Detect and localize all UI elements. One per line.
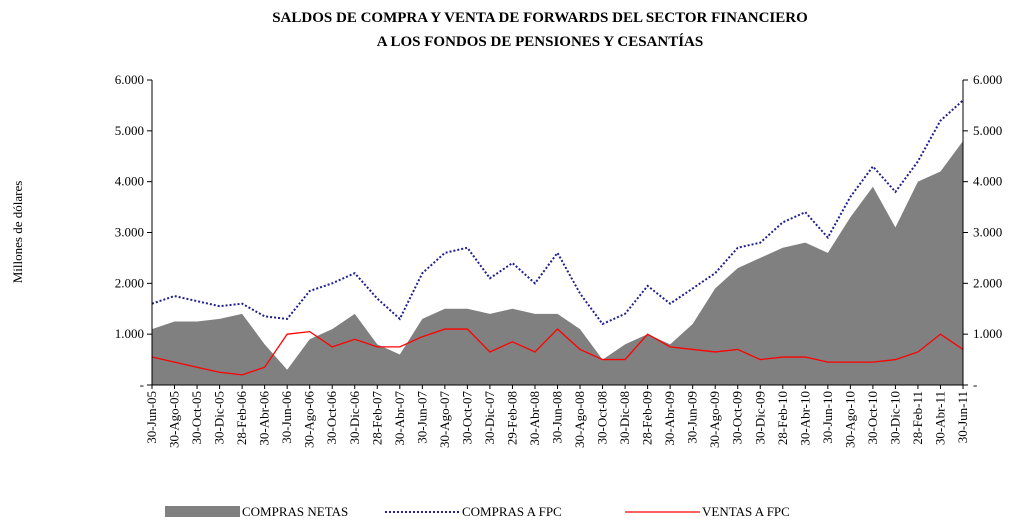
x-tick-label: 30-Abr-08 bbox=[527, 391, 542, 446]
line bbox=[151, 328, 964, 376]
y-tick-label: 3.000 bbox=[115, 225, 144, 240]
x-tick-label: 28-Feb-10 bbox=[775, 391, 790, 445]
x-tick-label: 30-Jun-09 bbox=[685, 391, 700, 444]
y-tick-label: 1.000 bbox=[115, 326, 144, 341]
area bbox=[152, 141, 963, 385]
y2-tick-label: 4.000 bbox=[973, 174, 1002, 189]
x-tick-label: 28-Feb-11 bbox=[910, 391, 925, 445]
y2-tick-label: - bbox=[973, 377, 977, 392]
x-tick-label: 30-Ago-06 bbox=[302, 391, 317, 449]
x-tick-label: 30-Oct-06 bbox=[324, 391, 339, 445]
chart-subtitle: A LOS FONDOS DE PENSIONES Y CESANTÍAS bbox=[377, 33, 703, 50]
x-tick-label: 30-Ago-09 bbox=[707, 391, 722, 448]
x-tick-label: 30-Jun-07 bbox=[414, 391, 429, 444]
x-tick-label: 30-Abr-06 bbox=[257, 391, 272, 446]
legend-swatch bbox=[165, 506, 240, 517]
x-tick-label: 30-Oct-05 bbox=[189, 391, 204, 444]
x-tick-label: 30-Abr-10 bbox=[797, 391, 812, 446]
y2-tick-label: 3.000 bbox=[973, 225, 1002, 240]
x-tick-label: 29-Feb-08 bbox=[504, 391, 519, 445]
x-tick-label: 30-Oct-07 bbox=[459, 391, 474, 445]
y-tick-label: 6.000 bbox=[115, 72, 144, 87]
x-tick-label: 30-Dic-05 bbox=[212, 391, 227, 444]
x-tick-label: 28-Feb-09 bbox=[640, 391, 655, 445]
x-tick-label: 30-Oct-10 bbox=[865, 391, 880, 444]
y2-tick-label: 6.000 bbox=[973, 72, 1002, 87]
line bbox=[151, 99, 964, 326]
y2-tick-label: 5.000 bbox=[973, 123, 1002, 138]
y2-tick-label: 1.000 bbox=[973, 326, 1002, 341]
legend-label: COMPRAS NETAS bbox=[242, 504, 348, 519]
x-tick-label: 28-Feb-06 bbox=[234, 391, 249, 446]
x-tick-label: 30-Abr-07 bbox=[392, 391, 407, 446]
x-tick-label: 30-Ago-05 bbox=[167, 391, 182, 448]
y-tick-label: 4.000 bbox=[115, 174, 144, 189]
y-tick-label: - bbox=[140, 377, 144, 392]
x-tick-label: 30-Jun-06 bbox=[279, 391, 294, 444]
x-tick-label: 30-Ago-07 bbox=[437, 391, 452, 449]
x-tick-label: 28-Feb-07 bbox=[369, 391, 384, 446]
x-tick-label: 30-Dic-06 bbox=[347, 391, 362, 445]
y2-tick-label: 2.000 bbox=[973, 275, 1002, 290]
x-tick-label: 30-Ago-10 bbox=[842, 391, 857, 448]
legend-label: VENTAS A FPC bbox=[702, 504, 790, 519]
x-tick-label: 30-Jun-10 bbox=[820, 391, 835, 444]
x-tick-label: 30-Jun-11 bbox=[955, 391, 970, 443]
x-tick-label: 30-Jun-05 bbox=[144, 391, 159, 444]
chart-title: SALDOS DE COMPRA Y VENTA DE FORWARDS DEL… bbox=[272, 10, 808, 26]
x-tick-label: 30-Dic-09 bbox=[752, 391, 767, 444]
y-tick-label: 5.000 bbox=[115, 123, 144, 138]
x-tick-label: 30-Oct-08 bbox=[595, 391, 610, 444]
x-tick-label: 30-Oct-09 bbox=[730, 391, 745, 444]
x-tick-label: 30-Jun-08 bbox=[550, 391, 565, 444]
x-tick-label: 30-Abr-11 bbox=[932, 391, 947, 445]
x-tick-label: 30-Dic-10 bbox=[887, 391, 902, 444]
x-tick-label: 30-Dic-08 bbox=[617, 391, 632, 444]
y-axis-label: Millones de dólares bbox=[10, 181, 25, 284]
x-tick-label: 30-Ago-08 bbox=[572, 391, 587, 448]
y-tick-label: 2.000 bbox=[115, 275, 144, 290]
legend-label: COMPRAS A FPC bbox=[462, 504, 562, 519]
x-tick-label: 30-Dic-07 bbox=[482, 391, 497, 445]
x-tick-label: 30-Abr-09 bbox=[662, 391, 677, 446]
